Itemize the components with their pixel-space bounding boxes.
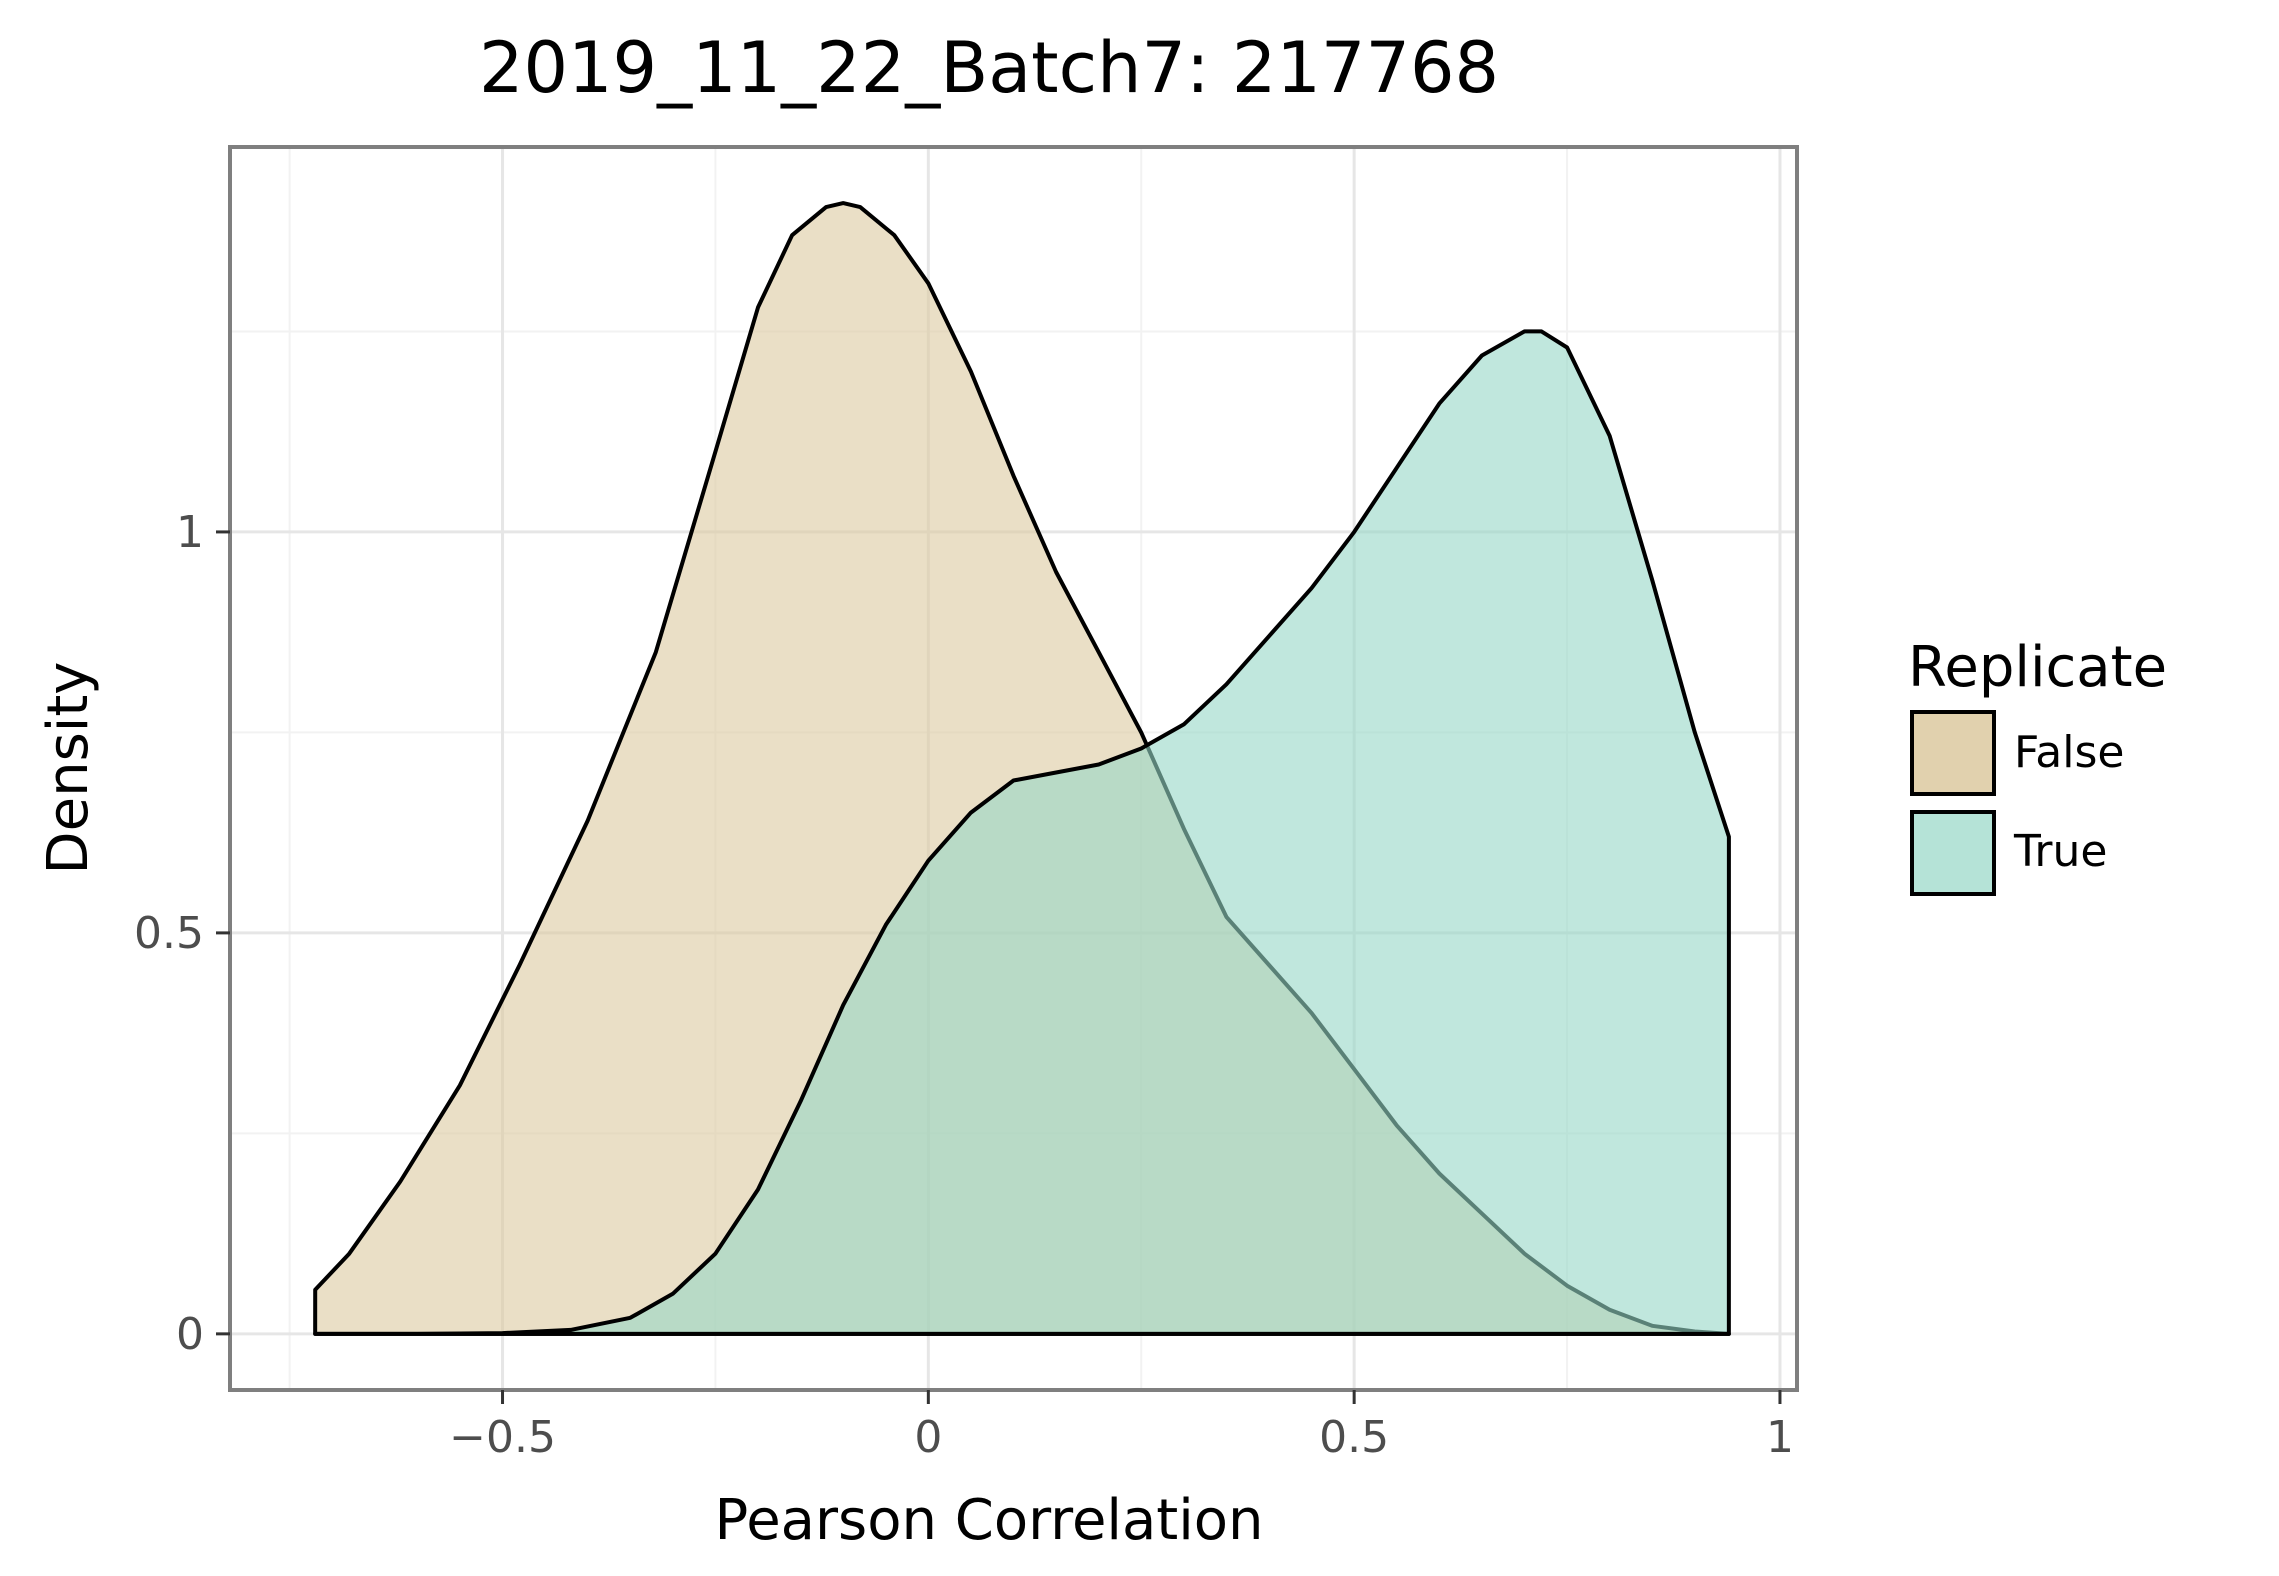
density-area-true bbox=[313, 329, 1731, 1336]
plot-border bbox=[228, 145, 1799, 1392]
x-axis-title: Pearson Correlation bbox=[714, 1488, 1263, 1553]
x-tick-label: −0.5 bbox=[449, 1412, 556, 1463]
y-axis: 00.51 bbox=[134, 507, 230, 1360]
x-tick-label: 0.5 bbox=[1319, 1412, 1389, 1463]
y-axis-title: Density bbox=[36, 662, 101, 875]
x-tick-label: 0 bbox=[914, 1412, 942, 1463]
legend-title: Replicate bbox=[1908, 635, 2167, 700]
legend-label-false: False bbox=[2014, 727, 2124, 778]
y-tick-label: 1 bbox=[176, 507, 204, 558]
legend-swatch-false bbox=[1910, 710, 1996, 796]
density-areas bbox=[313, 201, 1731, 1336]
y-tick-label: 0 bbox=[176, 1309, 204, 1360]
chart-title: 2019_11_22_Batch7: 217768 bbox=[479, 27, 1499, 109]
x-axis: −0.5 0 0.5 1 bbox=[449, 1390, 1794, 1463]
legend: Replicate False True bbox=[1908, 635, 2167, 896]
legend-swatch-true bbox=[1910, 810, 1996, 896]
legend-label-true: True bbox=[2013, 826, 2107, 877]
x-tick-label: 1 bbox=[1766, 1412, 1794, 1463]
y-tick-label: 0.5 bbox=[134, 908, 204, 959]
